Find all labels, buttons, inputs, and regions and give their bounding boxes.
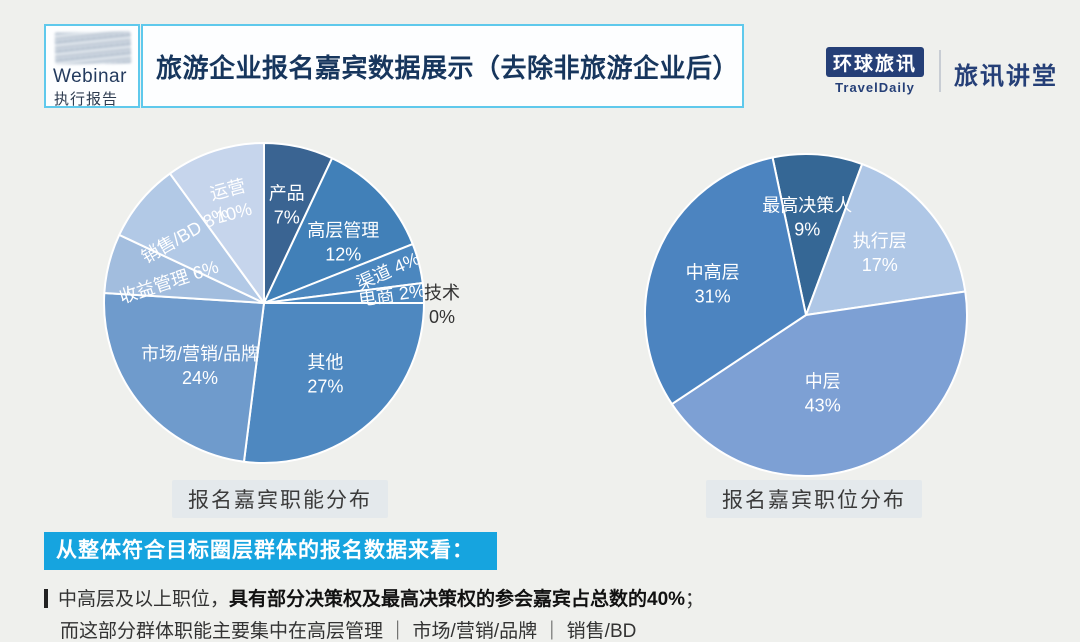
svg-text:31%: 31% xyxy=(695,287,731,307)
position-pie-caption-text: 报名嘉宾职位分布 xyxy=(706,480,922,518)
pie-label: 最高决策人 9% xyxy=(762,195,852,239)
bullet-bar xyxy=(44,589,48,608)
svg-text:产品: 产品 xyxy=(269,184,305,204)
svg-text:其他: 其他 xyxy=(307,353,343,373)
svg-text:执行层: 执行层 xyxy=(853,231,907,251)
summary-line1-bold: 具有部分决策权及最高决策权的参会嘉宾占总数的40% xyxy=(229,589,686,610)
svg-text:高层管理: 高层管理 xyxy=(307,221,379,241)
webinar-badge: Webinar 执行报告 xyxy=(44,24,140,108)
pie-label: 技术 0% xyxy=(424,283,460,327)
pie-slice xyxy=(103,291,265,463)
pie-label: 市场/营销/品牌 24% xyxy=(141,344,259,388)
summary-line1-prefix: 中高层及以上职位， xyxy=(58,589,230,610)
svg-text:43%: 43% xyxy=(805,396,841,416)
pie-slice xyxy=(670,290,968,477)
svg-text:27%: 27% xyxy=(307,377,343,397)
summary-line-1: 中高层及以上职位，具有部分决策权及最高决策权的参会嘉宾占总数的40%； xyxy=(44,584,1034,616)
svg-text:中层: 中层 xyxy=(805,372,841,392)
position-pie-chart: 最高决策人 9% 执行层 17% 中层 43% 中高层 31% xyxy=(644,153,968,477)
pie-slice xyxy=(771,153,864,316)
brand-lecture-label: 旅讯讲堂 xyxy=(954,63,1058,90)
summary-line1-suffix: ； xyxy=(685,589,705,610)
svg-text:9%: 9% xyxy=(794,219,820,239)
position-pie-caption: 报名嘉宾职位分布 xyxy=(628,480,1000,518)
svg-text:24%: 24% xyxy=(182,368,218,388)
svg-text:最高决策人: 最高决策人 xyxy=(762,195,852,215)
pie-slice xyxy=(242,302,425,464)
summary-banner: 从整体符合目标圈层群体的报名数据来看： xyxy=(44,532,497,570)
pie-slice xyxy=(805,163,967,316)
function-pie-caption-text: 报名嘉宾职能分布 xyxy=(172,480,388,518)
svg-text:中高层: 中高层 xyxy=(686,263,740,283)
pie-label: 执行层 17% xyxy=(853,231,907,275)
summary-text: 中高层及以上职位，具有部分决策权及最高决策权的参会嘉宾占总数的40%； 而这部分… xyxy=(44,584,1034,642)
pie-slice xyxy=(644,156,807,406)
svg-text:0%: 0% xyxy=(429,307,455,327)
pie-label: 高层管理 12% xyxy=(307,221,379,265)
page-title: 旅游企业报名嘉宾数据展示（去除非旅游企业后） xyxy=(156,52,740,83)
brand-divider xyxy=(939,50,941,92)
title-box: 旅游企业报名嘉宾数据展示（去除非旅游企业后） xyxy=(141,24,744,108)
pie-label: 其他 27% xyxy=(307,353,343,397)
svg-text:技术: 技术 xyxy=(424,283,460,303)
pie-label: 中高层 31% xyxy=(686,263,740,307)
function-pie-caption: 报名嘉宾职能分布 xyxy=(80,480,480,518)
brand-logo-subtext: TravelDaily xyxy=(835,80,915,95)
svg-text:市场/营销/品牌: 市场/营销/品牌 xyxy=(141,344,259,364)
pie-label: 产品 7% xyxy=(269,184,305,228)
pie-slice xyxy=(263,157,414,304)
svg-text:7%: 7% xyxy=(274,208,300,228)
pie-slice xyxy=(168,142,265,304)
summary-line-2: 而这部分群体职能主要集中在高层管理 ｜ 市场/营销/品牌 ｜ 销售/BD xyxy=(60,621,637,642)
brand-logo: 环球旅讯 xyxy=(826,47,924,77)
blurred-logo xyxy=(54,31,132,65)
svg-text:17%: 17% xyxy=(862,255,898,275)
pie-label: 中层 43% xyxy=(805,372,841,416)
webinar-sublabel: 执行报告 xyxy=(54,91,119,108)
svg-text:12%: 12% xyxy=(325,245,361,265)
webinar-label: Webinar xyxy=(53,66,127,87)
